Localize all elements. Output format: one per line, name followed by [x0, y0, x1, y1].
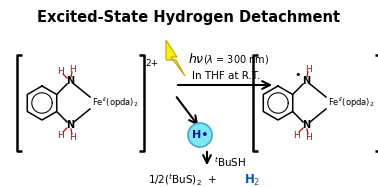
Text: ($\lambda$ = 300 nm): ($\lambda$ = 300 nm) — [203, 53, 269, 65]
Polygon shape — [166, 40, 185, 76]
Text: In THF at R.T.: In THF at R.T. — [192, 71, 260, 81]
Text: N: N — [302, 76, 310, 86]
Text: $^t$BuSH: $^t$BuSH — [214, 155, 246, 169]
Text: H: H — [57, 131, 64, 140]
Text: N: N — [66, 120, 74, 130]
Text: 2+: 2+ — [145, 59, 158, 68]
Text: $h\nu$: $h\nu$ — [188, 52, 204, 66]
Text: H: H — [293, 131, 299, 140]
Circle shape — [188, 123, 212, 147]
Text: Fe$^{II}$(opda)$_2$: Fe$^{II}$(opda)$_2$ — [328, 96, 375, 110]
Text: N: N — [302, 120, 310, 130]
Text: •: • — [295, 70, 301, 80]
Text: H: H — [69, 65, 75, 73]
Text: Fe$^{II}$(opda)$_2$: Fe$^{II}$(opda)$_2$ — [92, 96, 138, 110]
Text: H: H — [305, 65, 311, 73]
Text: H•: H• — [192, 130, 208, 140]
Text: 1/2($^t$BuS)$_2$  +: 1/2($^t$BuS)$_2$ + — [148, 172, 222, 187]
Text: H: H — [57, 67, 64, 76]
Text: H$_2$: H$_2$ — [244, 172, 260, 187]
Text: N: N — [66, 76, 74, 86]
Text: H: H — [305, 133, 311, 142]
Text: Excited-State Hydrogen Detachment: Excited-State Hydrogen Detachment — [37, 10, 341, 25]
Text: H: H — [69, 133, 75, 142]
